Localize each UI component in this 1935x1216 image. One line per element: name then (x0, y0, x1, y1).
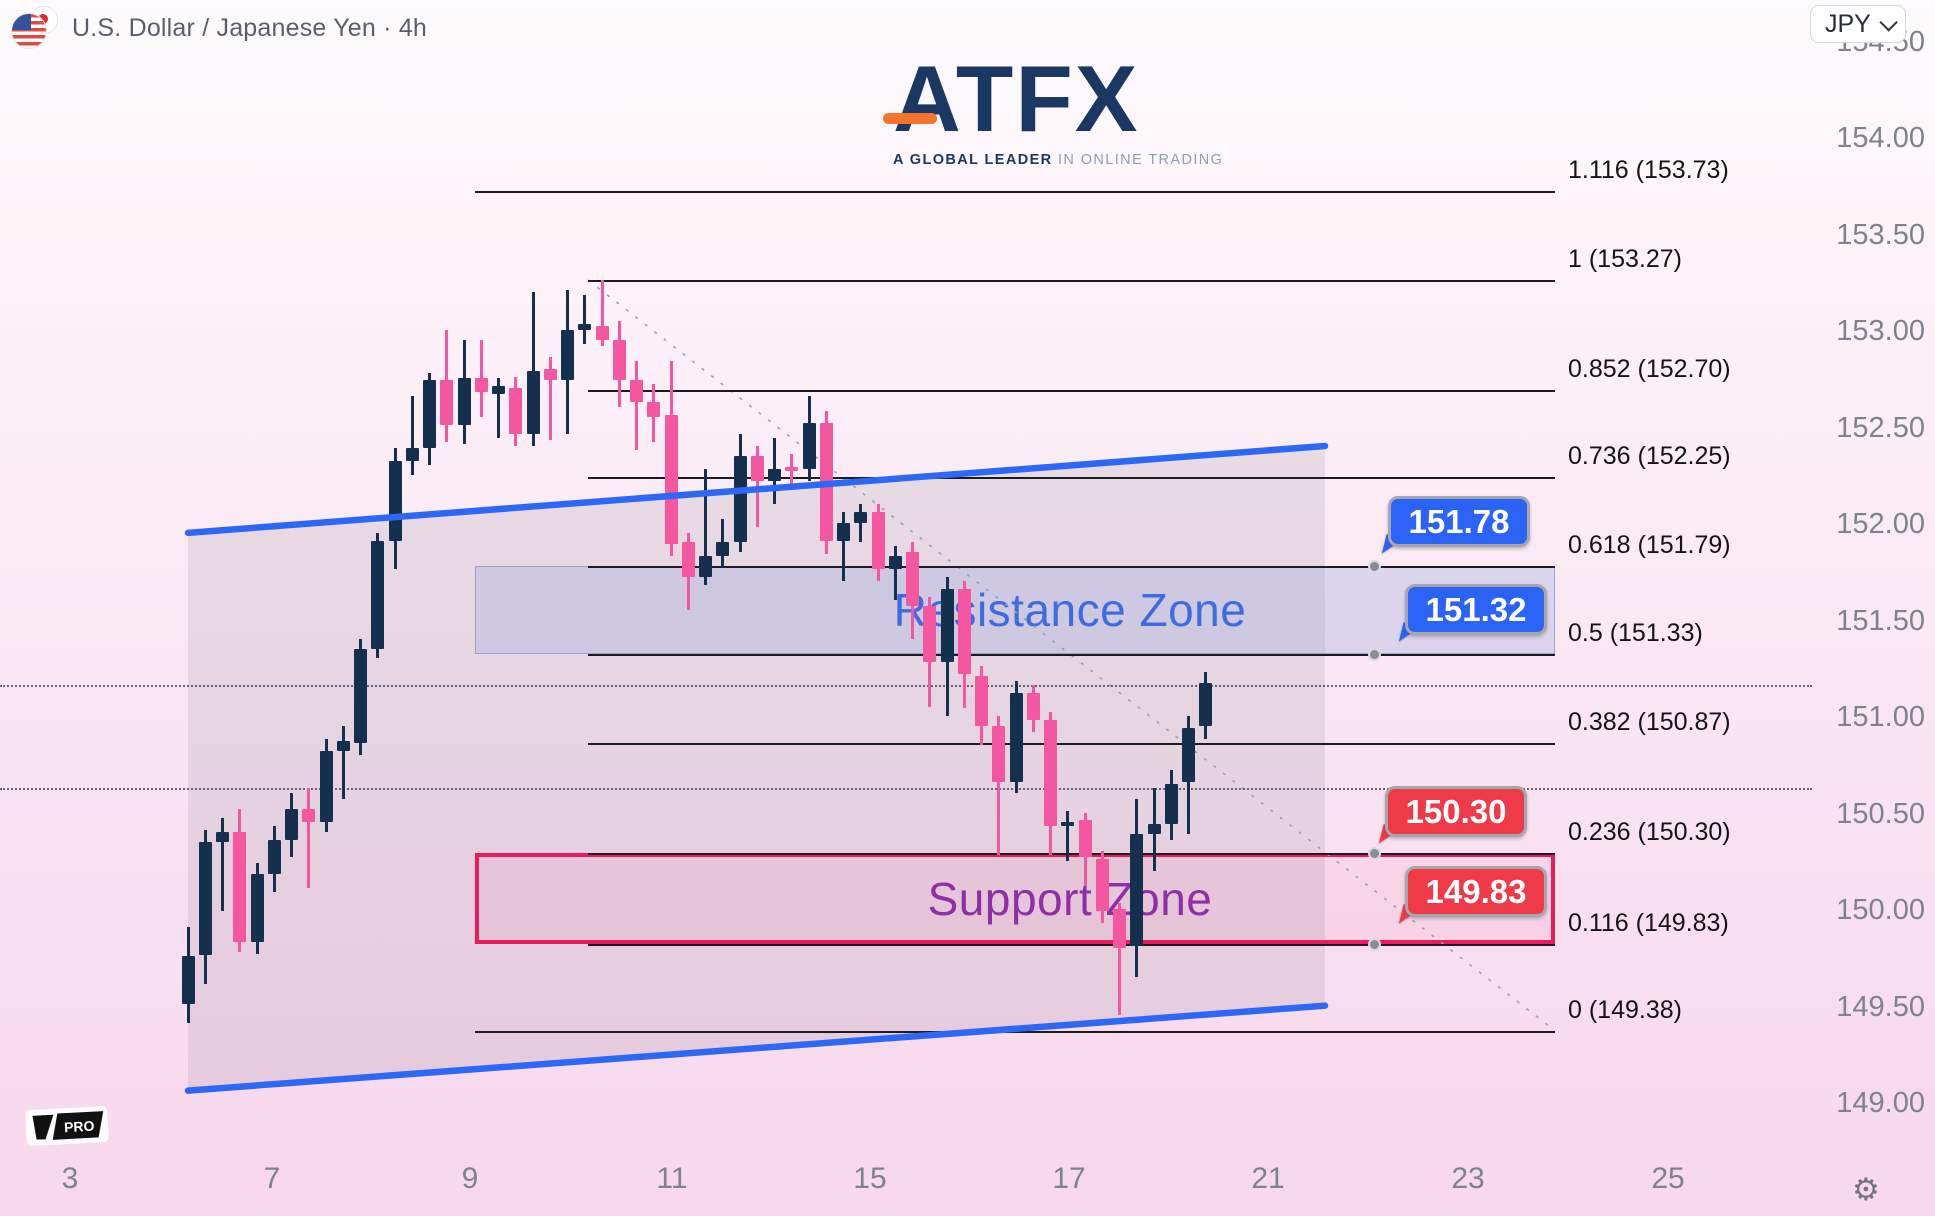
callout-tail (1398, 904, 1422, 928)
pro-badge: PRO (64, 1118, 95, 1136)
fib-level-label: 0.236 (150.30) (1568, 818, 1731, 847)
callout-anchor-dot (1368, 937, 1381, 951)
fib-level-line[interactable] (588, 743, 1555, 746)
fib-level-label: 0.116 (149.83) (1568, 908, 1729, 937)
price-axis-label[interactable]: 153.50 (1836, 218, 1925, 251)
price-callout-151.32[interactable]: 151.32 (1405, 584, 1547, 635)
fib-level-line[interactable] (588, 654, 1555, 657)
price-dotted-line (0, 787, 1812, 790)
fib-level-label: 1 (153.27) (1568, 245, 1682, 273)
us-flag-icon (12, 14, 46, 48)
fib-level-label: 0.852 (152.70) (1568, 355, 1731, 383)
callout-anchor-dot (1368, 847, 1381, 861)
atfx-tagline: A GLOBAL LEADER IN ONLINE TRADING (893, 152, 1224, 168)
fib-level-label: 0.382 (150.87) (1568, 708, 1731, 737)
currency-selector-value: JPY (1825, 9, 1871, 38)
fib-level-line[interactable] (475, 1030, 1555, 1033)
price-axis-label[interactable]: 152.00 (1836, 508, 1925, 541)
fib-level-label: 0.5 (151.33) (1568, 619, 1703, 648)
price-axis-label[interactable]: 149.00 (1836, 1087, 1925, 1120)
upper-trendline (184, 442, 1329, 537)
time-axis-label[interactable]: 23 (1451, 1162, 1485, 1195)
usd-jpy-flags-icon (12, 6, 60, 50)
tradingview-logo[interactable]: PRO (24, 1104, 112, 1153)
symbol-header[interactable]: U.S. Dollar / Japanese Yen · 4h (12, 6, 427, 50)
price-callout-150.30[interactable]: 150.30 (1385, 786, 1527, 837)
time-axis-label[interactable]: 25 (1651, 1162, 1685, 1195)
gear-icon[interactable]: ⚙ (1852, 1172, 1880, 1208)
time-axis-label[interactable]: 3 (61, 1162, 79, 1195)
fib-level-line[interactable] (588, 943, 1555, 946)
callout-tail (1381, 534, 1405, 558)
callout-tail (1398, 622, 1422, 646)
resistance-zone[interactable] (475, 565, 1555, 655)
price-axis-label[interactable]: 152.50 (1836, 411, 1925, 444)
fib-level-line[interactable] (588, 476, 1555, 479)
price-dotted-line (0, 685, 1812, 688)
support-zone-label: Support Zone (927, 872, 1213, 925)
price-axis-label[interactable]: 154.00 (1836, 122, 1925, 155)
price-axis-label[interactable]: 150.00 (1836, 894, 1925, 927)
price-callout-151.78[interactable]: 151.78 (1388, 496, 1530, 547)
atfx-logo-accent-bar (883, 113, 937, 124)
time-axis-label[interactable]: 15 (853, 1162, 887, 1195)
resistance-zone-label: Resistance Zone (893, 584, 1247, 637)
time-axis-label[interactable]: 21 (1251, 1162, 1285, 1195)
support-zone[interactable] (475, 853, 1555, 944)
atfx-watermark: ATFX A GLOBAL LEADER IN ONLINE TRADING (883, 52, 1224, 168)
callout-anchor-dot (1368, 648, 1381, 662)
fib-level-label: 0.618 (151.79) (1568, 530, 1731, 559)
price-axis-label[interactable]: 149.50 (1836, 990, 1925, 1023)
lower-trendline (184, 1002, 1329, 1094)
time-axis-label[interactable]: 9 (461, 1162, 479, 1195)
fib-level-label: 0.736 (152.25) (1568, 441, 1731, 470)
price-axis-label[interactable]: 151.00 (1836, 701, 1925, 734)
fib-level-label: 1.116 (153.73) (1568, 156, 1729, 185)
time-axis-label[interactable]: 7 (263, 1162, 281, 1195)
price-axis-label[interactable]: 150.50 (1836, 797, 1925, 830)
fib-level-line[interactable] (588, 853, 1555, 856)
callout-tail (1378, 824, 1402, 848)
time-axis-label[interactable]: 11 (656, 1162, 688, 1195)
fib-level-label: 0 (149.38) (1568, 995, 1682, 1024)
price-axis-label[interactable]: 151.50 (1836, 604, 1925, 637)
time-axis-label[interactable]: 17 (1052, 1162, 1086, 1195)
price-axis-label[interactable]: 153.00 (1836, 315, 1925, 348)
fib-level-line[interactable] (588, 280, 1555, 282)
currency-selector[interactable]: JPY (1810, 5, 1906, 43)
atfx-logo: ATFX (883, 52, 1139, 146)
price-callout-149.83[interactable]: 149.83 (1405, 866, 1547, 917)
callout-anchor-dot (1368, 559, 1381, 573)
chevron-down-icon (1879, 12, 1898, 32)
chart-title: U.S. Dollar / Japanese Yen · 4h (72, 13, 428, 42)
fib-level-line[interactable] (588, 390, 1555, 392)
fib-level-line[interactable] (475, 191, 1555, 194)
fib-level-line[interactable] (588, 565, 1555, 568)
